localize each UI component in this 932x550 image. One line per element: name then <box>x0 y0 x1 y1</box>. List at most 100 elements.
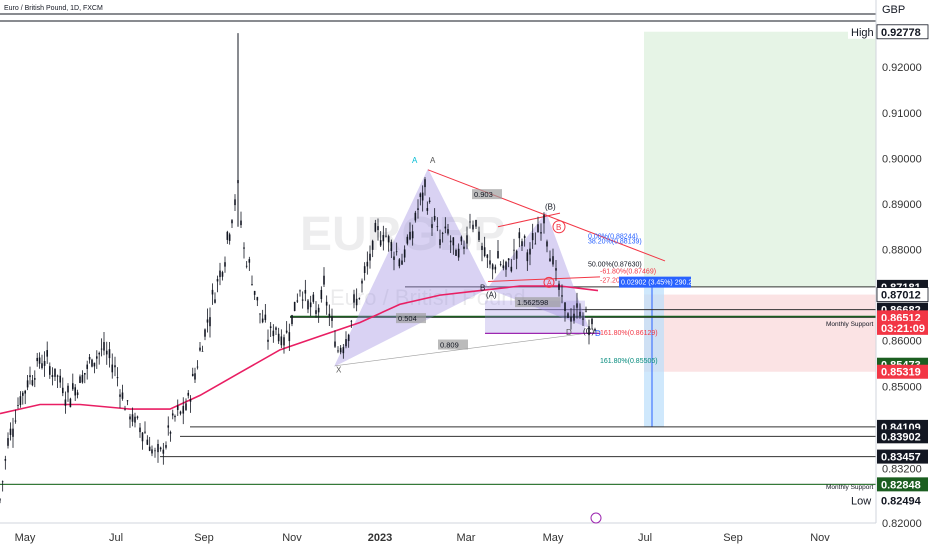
candle-body <box>211 289 214 295</box>
candle-body <box>355 298 358 306</box>
candle-body <box>472 224 474 230</box>
candle-body <box>345 339 347 347</box>
ratio-label-1-bg <box>472 189 502 200</box>
candle-body <box>491 264 494 270</box>
fib-38-label: 38.20%(0.88139) <box>588 239 642 246</box>
candle-body <box>41 363 43 369</box>
candle-body <box>38 357 41 364</box>
candle-body <box>497 251 499 259</box>
candle-body <box>108 349 111 359</box>
candle-body <box>261 318 264 323</box>
point-b-label: B <box>480 284 485 293</box>
candle-body <box>136 416 139 418</box>
candle-body <box>14 420 17 422</box>
candle-body <box>347 334 350 342</box>
candle-body <box>159 447 162 450</box>
candle-body <box>206 319 209 323</box>
candle-body <box>549 258 551 262</box>
candle-body <box>339 347 342 353</box>
candle-body <box>507 258 510 261</box>
candle-body <box>29 375 31 378</box>
candle-body <box>214 299 216 303</box>
candle-body <box>72 383 74 390</box>
candle-body <box>74 387 76 396</box>
candle-body <box>98 352 100 355</box>
candle-body <box>460 236 463 242</box>
candle-body <box>441 233 444 234</box>
candle-body <box>43 360 46 366</box>
price-tag-label: 0.87012 <box>881 290 921 302</box>
price-tag-bg <box>877 449 928 464</box>
profit-zone <box>644 31 876 287</box>
point-x-label: X <box>336 366 342 375</box>
point-b3-label: (A) <box>486 290 497 299</box>
candle-body <box>24 390 26 394</box>
fib-161-label: 161.80%(0.85506) <box>600 358 658 365</box>
candle-body <box>283 337 285 346</box>
candle-body <box>231 220 233 224</box>
candle-body <box>534 243 537 245</box>
candle-body <box>393 256 395 260</box>
candle-body <box>363 266 366 274</box>
candle-body <box>204 329 206 337</box>
candle-body <box>221 272 224 277</box>
x-tick-label: Nov <box>282 532 302 544</box>
candle-body <box>34 378 36 380</box>
candle-body <box>449 240 452 243</box>
candle-body <box>417 208 419 210</box>
candle-body <box>366 261 369 267</box>
candle-body <box>588 326 590 336</box>
candle-body <box>543 214 545 224</box>
ratio-label-3: 1.562598 <box>517 298 548 307</box>
loss-zone <box>644 294 876 372</box>
point-d2-label: D <box>566 328 572 337</box>
candle-body <box>272 330 275 337</box>
ratio-label-4: 0.504 <box>398 314 417 323</box>
candle-body <box>49 366 51 375</box>
candle-body <box>245 265 248 267</box>
x-tick-label: Nov <box>810 532 830 544</box>
candle-body <box>447 229 449 234</box>
candle-body <box>515 250 518 259</box>
candle-body <box>116 377 119 379</box>
candle-body <box>124 409 126 411</box>
candle-body <box>277 333 280 342</box>
candle-body <box>59 375 61 383</box>
candle-body <box>457 248 460 258</box>
candle-body <box>431 224 433 228</box>
candle-body <box>93 362 96 367</box>
candle-body <box>371 240 374 250</box>
x-tick-label: May <box>543 532 564 544</box>
chart-title: Euro / British Pound, 1D, FXCM <box>4 5 103 12</box>
candle-body <box>62 387 64 394</box>
candle-body <box>100 348 103 350</box>
candle-body <box>134 416 136 423</box>
price-tag-bg <box>877 493 928 508</box>
trend-line-a <box>487 276 601 282</box>
candle-body <box>151 449 153 454</box>
candle-body <box>264 314 267 321</box>
candle-body <box>17 405 19 406</box>
price-tag-label: 0.85319 <box>881 367 921 379</box>
candle-body <box>444 226 447 229</box>
y-tick-label: 0.92000 <box>882 62 922 74</box>
price-tag-label: 0.82848 <box>881 479 921 491</box>
candle-body <box>409 231 411 240</box>
y-tick-label: 0.82000 <box>882 518 922 530</box>
candle-body <box>558 283 560 290</box>
monthly-support-label-2: Monthly Support <box>826 484 874 491</box>
candle-body <box>219 270 221 278</box>
candle-body <box>216 279 219 282</box>
point-b-marker <box>552 220 566 234</box>
candle-body <box>84 373 86 375</box>
candle-body <box>253 290 256 295</box>
y-tick-label: 0.90000 <box>882 153 922 165</box>
candle-body <box>187 392 190 396</box>
projection-bar <box>644 286 664 427</box>
point-b2-label: (B) <box>545 202 556 211</box>
candle-body <box>570 316 572 322</box>
point-a2-label: A <box>430 156 436 165</box>
candle-body <box>285 330 288 333</box>
price-tag-bg <box>876 287 929 302</box>
